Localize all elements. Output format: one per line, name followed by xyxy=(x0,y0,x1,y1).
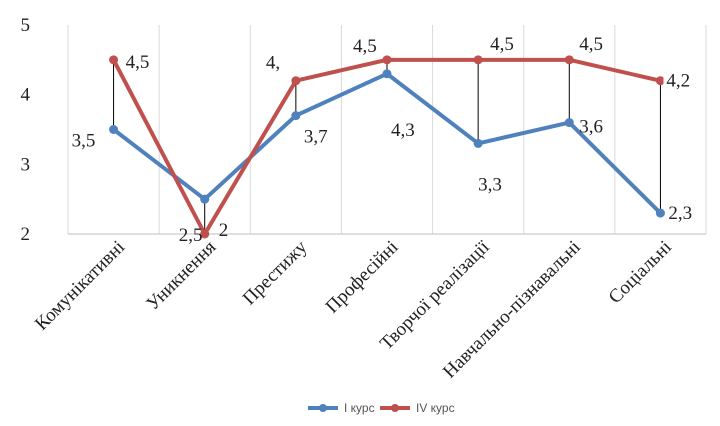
legend: I курс IV курс xyxy=(308,401,455,415)
y-tick-label: 2 xyxy=(21,224,31,245)
legend-label: IV курс xyxy=(416,401,455,415)
legend-swatch-marker xyxy=(319,404,327,412)
data-label: 3,3 xyxy=(478,174,502,195)
data-label: 4,3 xyxy=(391,120,415,141)
series-2-point xyxy=(200,229,210,239)
legend-label: I курс xyxy=(344,401,375,415)
data-label: 2,5 xyxy=(179,225,203,246)
y-axis: 2 3 4 5 xyxy=(21,15,31,245)
series-2-point xyxy=(564,55,574,65)
data-label: 4,5 xyxy=(579,34,603,55)
data-label: 4,5 xyxy=(353,36,377,57)
data-label: 2,3 xyxy=(668,203,692,224)
legend-swatch-marker xyxy=(391,404,399,412)
series-1-point xyxy=(655,208,665,218)
data-label: 4,5 xyxy=(490,34,514,55)
data-label: 3,5 xyxy=(72,131,96,152)
data-label-box xyxy=(487,32,520,55)
data-points xyxy=(109,55,665,239)
series-1-point xyxy=(564,118,574,128)
y-tick-label: 3 xyxy=(21,154,31,175)
data-label: 4,5 xyxy=(126,52,150,73)
series-2-point xyxy=(291,76,301,86)
series-2-point xyxy=(109,55,119,65)
series-1-point xyxy=(291,111,301,121)
data-label: 3,7 xyxy=(304,127,328,148)
series-1-point xyxy=(382,69,392,79)
series-1-point xyxy=(200,194,210,204)
data-labels: 3,5 2,5 3,7 4,3 3,3 3,6 2,3 4,5 2 4, 4,5 4,5 4,5 4,2 xyxy=(72,32,696,246)
data-label: 2 xyxy=(219,220,229,241)
data-label: 3,6 xyxy=(579,117,603,138)
series-2-point xyxy=(382,55,392,65)
data-label-box xyxy=(663,69,696,92)
y-tick-label: 5 xyxy=(21,15,31,36)
data-label: 4, xyxy=(266,53,280,74)
series-2-point xyxy=(473,55,483,65)
series-1-point xyxy=(109,125,119,134)
data-label-box xyxy=(576,32,609,55)
series-1-point xyxy=(473,138,483,148)
data-label-box xyxy=(350,34,382,57)
series-2-point xyxy=(655,76,665,86)
data-label: 4,2 xyxy=(666,71,690,92)
y-tick-label: 4 xyxy=(21,85,31,106)
